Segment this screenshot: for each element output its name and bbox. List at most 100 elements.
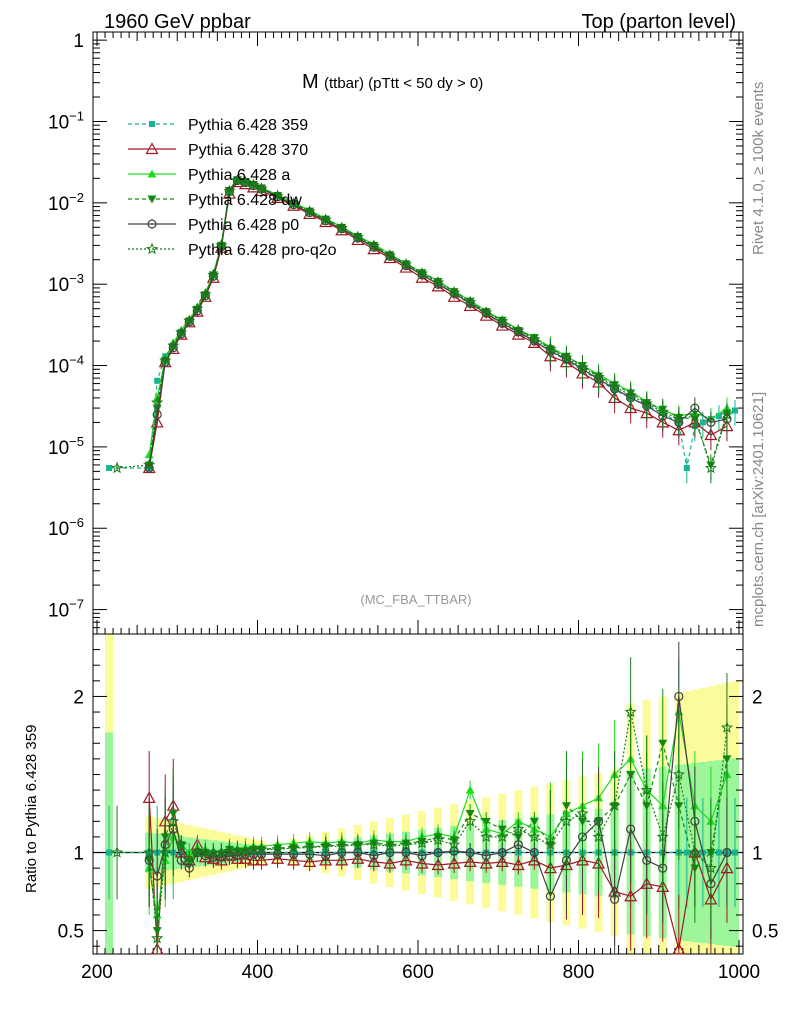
legend-label-4: Pythia 6.428 p0 [188, 217, 299, 234]
series-5-point [576, 361, 589, 373]
series-5-ratio-point [464, 814, 477, 827]
ratio-y-tick-label: 2 [73, 687, 84, 708]
series-1-ratio-point [463, 855, 477, 868]
series-5-point [303, 205, 316, 217]
series-4-point [481, 308, 491, 318]
series-5-point [367, 239, 380, 252]
series-5-point [239, 175, 252, 188]
series-5-ratio-point [672, 768, 685, 780]
series-4-point [706, 417, 716, 428]
main-y-tick-label: 10−3 [48, 271, 84, 296]
series-4-ratio-point [465, 847, 475, 858]
ratio-y-tick-label: 1 [73, 844, 84, 865]
series-5-ratio-point [512, 822, 525, 835]
main-y-tick-label: 10−4 [48, 353, 84, 378]
series-0-point [699, 419, 706, 426]
series-5-point [464, 295, 477, 308]
series-4-point [449, 288, 459, 299]
main-series-group [106, 173, 738, 484]
series-5-ratio-point [271, 843, 284, 855]
series-1-ratio-point [246, 853, 261, 866]
series-1-ratio-point [367, 855, 381, 868]
main-y-tick-label: 10−7 [48, 597, 84, 622]
series-5-ratio-point [183, 853, 196, 866]
legend-marker-0 [149, 121, 155, 127]
series-5-point [287, 197, 300, 209]
analysis-tag: (MC_FBA_TTBAR) [360, 592, 471, 607]
series-1-ratio-point [142, 791, 156, 804]
series-5-ratio-point [688, 846, 701, 858]
series-5-point [416, 267, 429, 279]
series-1-ratio-point [511, 858, 525, 871]
series-4-ratio-point [513, 840, 523, 850]
series-4-point [321, 216, 331, 226]
series-1-ratio-point [624, 889, 638, 902]
series-4-ratio-point [610, 894, 620, 904]
series-5-point [223, 184, 236, 197]
series-5-point [231, 173, 244, 186]
series-5-ratio-point [592, 830, 605, 843]
legend-label-2: Pythia 6.428 a [188, 167, 290, 184]
series-1-ratio-point [495, 855, 509, 868]
header-right-text: Top (parton level) [581, 11, 736, 33]
series-5-ratio-point [720, 721, 734, 733]
series-5-point [544, 342, 557, 355]
series-5-ratio-point [496, 830, 509, 843]
series-4-ratio-point [626, 824, 636, 834]
header-left-text: 1960 GeV ppbar [104, 11, 251, 33]
ratio-y-tick-label: 0.5 [58, 922, 84, 943]
series-5-ratio-point [351, 838, 364, 850]
series-4-ratio-point [642, 855, 652, 865]
series-1-ratio-point [255, 853, 269, 866]
series-1-ratio-point [415, 856, 429, 869]
series-5-ratio-point [544, 838, 557, 850]
series-0-point [683, 465, 690, 472]
series-1-point [150, 415, 164, 428]
series-5-point [319, 213, 332, 225]
series-5-ratio-point [431, 833, 445, 846]
series-1-point [704, 428, 718, 441]
series-5-point [688, 409, 701, 422]
series-5-point [335, 221, 348, 234]
series-5-point [111, 461, 124, 474]
series-1-ratio-point [399, 853, 413, 866]
series-4-point [337, 224, 347, 234]
series-4-point [184, 317, 194, 327]
series-0-point [154, 377, 161, 384]
series-4-point [152, 409, 162, 420]
series-5-point [496, 314, 509, 327]
series-3-ratio-point [658, 739, 668, 748]
series-5-point [383, 249, 397, 261]
series-5-ratio-point [287, 841, 300, 853]
series-5-point [199, 288, 212, 300]
x-tick-label: 200 [81, 962, 113, 983]
series-5-ratio-point [383, 839, 396, 852]
ratio-y-tick-label-right: 0.5 [752, 922, 778, 943]
x-tick-label: 1000 [718, 962, 760, 983]
legend-marker-4 [147, 219, 157, 229]
series-5-ratio-point [399, 838, 412, 850]
series-5-ratio-point [576, 807, 589, 819]
series-5-point [560, 351, 573, 363]
series-5-ratio-point [480, 830, 493, 843]
series-5-ratio-point [143, 846, 156, 858]
series-5-point [448, 286, 461, 298]
series-1-ratio-point [351, 852, 365, 864]
series-5-point [640, 397, 653, 409]
ratio-axis-ticks: 200 400 600 800 1000 2 2 1 1 0.5 0.5 [58, 649, 778, 983]
series-4-point [256, 184, 267, 194]
legend-marker-2 [147, 169, 157, 178]
legend-marker-1 [145, 142, 159, 155]
series-5-ratio-point [528, 830, 541, 843]
ratio-y-tick-label-right: 1 [752, 844, 763, 865]
series-3-ratio-point [529, 817, 539, 826]
ratio-y-axis-label: Ratio to Pythia 6.428 359 [23, 725, 40, 893]
series-5-ratio-point [656, 830, 669, 843]
main-y-tick-label: 10−5 [48, 434, 84, 459]
series-4-point [369, 242, 379, 252]
main-y-tick-label: 10−2 [48, 190, 84, 215]
series-5-point [175, 326, 188, 338]
series-5-point [215, 239, 228, 251]
series-5-ratio-point [560, 814, 573, 827]
